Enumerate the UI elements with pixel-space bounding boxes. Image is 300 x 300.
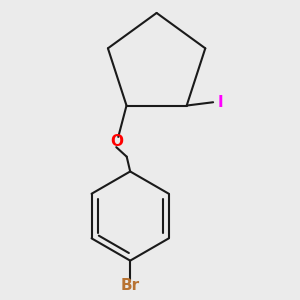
Text: Br: Br [121, 278, 140, 293]
Text: I: I [218, 95, 224, 110]
Text: O: O [110, 134, 123, 149]
